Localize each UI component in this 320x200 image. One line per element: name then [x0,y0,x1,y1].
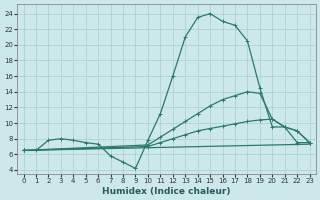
X-axis label: Humidex (Indice chaleur): Humidex (Indice chaleur) [102,187,231,196]
